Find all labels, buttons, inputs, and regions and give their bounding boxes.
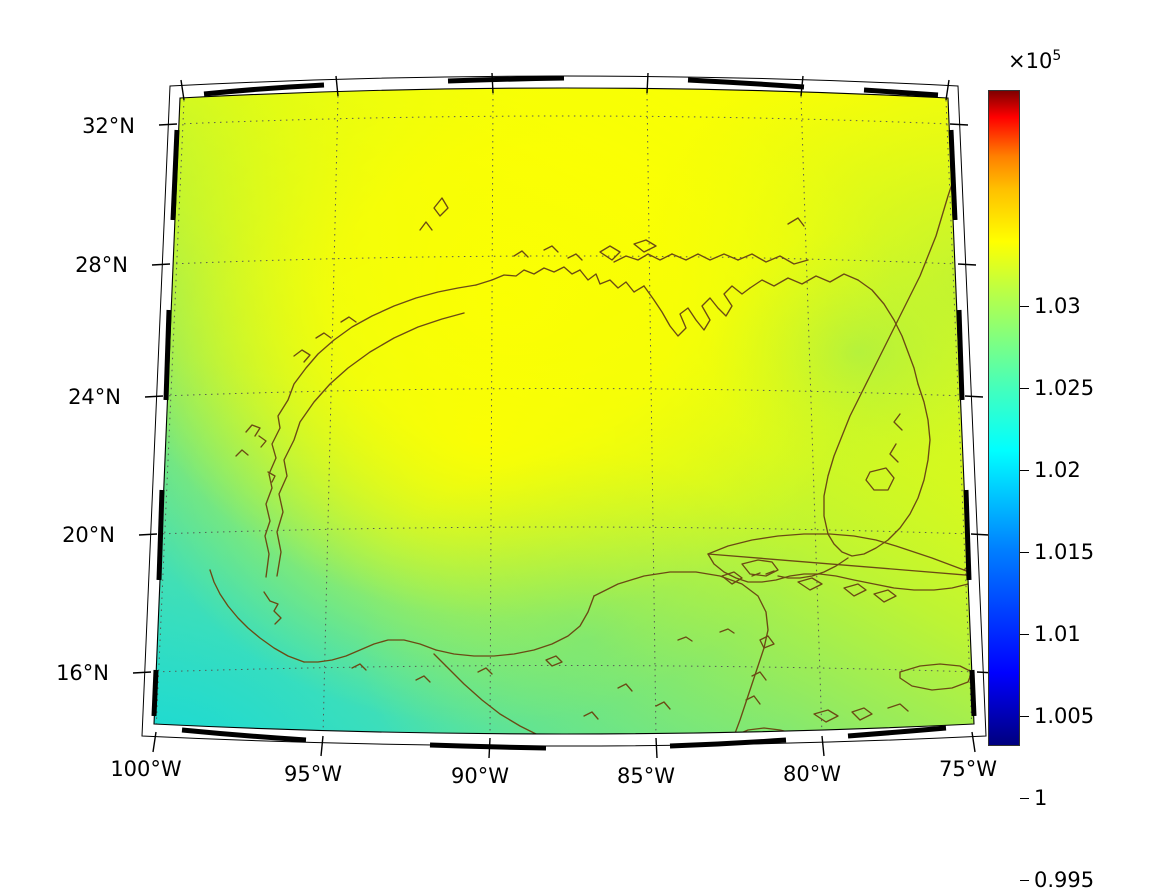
xtick-label-100w: 100°W xyxy=(110,757,182,781)
ytick-label-24n: 24°N xyxy=(68,385,121,409)
xtick-label-90w: 90°W xyxy=(451,764,509,788)
pressure-field xyxy=(154,88,974,734)
colorbar-exponent-base: ×10 xyxy=(1008,49,1053,73)
colorbar[interactable]: 1.03 1.025 1.02 1.015 1.01 1.005 1 0.995 xyxy=(988,90,1094,892)
xtick-label-80w: 80°W xyxy=(783,762,841,786)
colorbar-tick-label: 1.015 xyxy=(1034,540,1095,565)
colorbar-tick-mark xyxy=(1020,880,1029,882)
map-svg xyxy=(132,72,996,759)
ytick-label-32n: 32°N xyxy=(82,114,135,138)
xtick-label-75w: 75°W xyxy=(939,757,997,781)
colorbar-exponent-label: ×105 xyxy=(1008,48,1061,73)
ytick-label-20n: 20°N xyxy=(62,523,115,547)
colorbar-tick-label: 0.995 xyxy=(1034,868,1095,892)
ytick-label-16n: 16°N xyxy=(56,661,109,685)
map-frame xyxy=(132,72,996,759)
colorbar-tick-label: 1.01 xyxy=(1034,622,1081,647)
colorbar-tick-mark xyxy=(1020,470,1029,472)
colorbar-tick-label: 1.02 xyxy=(1034,458,1081,483)
colorbar-tick-label: 1.025 xyxy=(1034,376,1095,401)
colorbar-tick-mark xyxy=(1020,552,1029,554)
map-plot-area[interactable] xyxy=(132,72,996,759)
colorbar-tick-label: 1.005 xyxy=(1034,704,1095,729)
colorbar-tick-mark xyxy=(1020,798,1029,800)
colorbar-tick-mark xyxy=(1020,306,1029,308)
colorbar-tick-mark xyxy=(1020,388,1029,390)
xtick-label-95w: 95°W xyxy=(284,762,342,786)
colorbar-exponent-power: 5 xyxy=(1052,48,1062,64)
colorbar-gradient xyxy=(988,90,1020,746)
colorbar-tick-label: 1.03 xyxy=(1034,294,1081,319)
colorbar-tick-mark xyxy=(1020,634,1029,636)
graticule xyxy=(154,92,974,734)
xtick-label-85w: 85°W xyxy=(617,764,675,788)
colorbar-tick-label: 1 xyxy=(1034,786,1048,811)
colorbar-tick-mark xyxy=(1020,716,1029,718)
ytick-label-28n: 28°N xyxy=(75,253,128,277)
